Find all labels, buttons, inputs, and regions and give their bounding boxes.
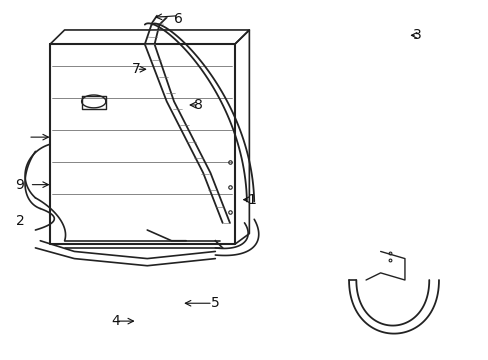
Text: 9: 9	[16, 177, 24, 192]
Text: 6: 6	[174, 12, 183, 26]
Text: 8: 8	[193, 98, 203, 112]
Text: 2: 2	[17, 214, 25, 228]
Text: 5: 5	[210, 296, 219, 310]
Text: 1: 1	[247, 193, 256, 207]
Text: 4: 4	[111, 314, 120, 328]
Text: 7: 7	[132, 62, 141, 76]
Text: 3: 3	[412, 28, 421, 42]
